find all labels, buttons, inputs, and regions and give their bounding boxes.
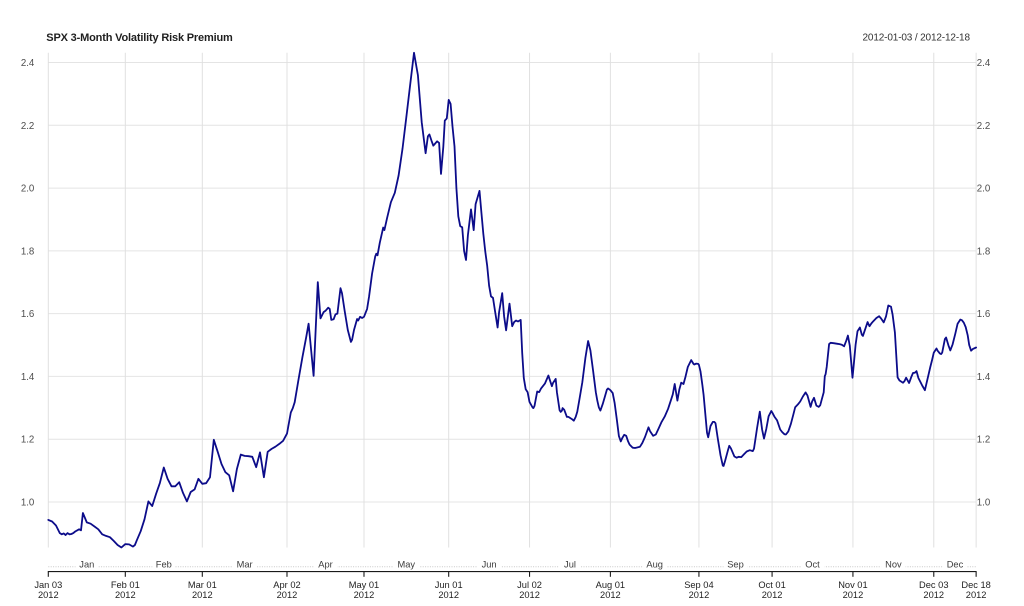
svg-text:Sep: Sep (727, 560, 744, 570)
svg-text:Jun: Jun (482, 560, 497, 570)
svg-text:2012: 2012 (966, 590, 987, 600)
svg-text:Jan 03: Jan 03 (34, 580, 62, 590)
svg-text:Sep 04: Sep 04 (684, 580, 713, 590)
svg-text:1.4: 1.4 (21, 372, 35, 383)
svg-text:Nov: Nov (885, 560, 902, 570)
svg-text:Jan: Jan (79, 560, 94, 570)
svg-text:2.0: 2.0 (21, 184, 35, 195)
svg-text:2012: 2012 (519, 590, 540, 600)
svg-text:2012: 2012 (843, 590, 864, 600)
svg-text:2012: 2012 (600, 590, 621, 600)
svg-text:Jun 01: Jun 01 (435, 580, 463, 590)
svg-text:2012: 2012 (438, 590, 459, 600)
svg-text:1.8: 1.8 (977, 246, 990, 257)
svg-text:1.2: 1.2 (21, 435, 34, 446)
svg-text:Feb: Feb (156, 560, 172, 570)
svg-text:Dec 03: Dec 03 (919, 580, 948, 590)
svg-text:2.2: 2.2 (21, 121, 34, 132)
svg-text:2012: 2012 (689, 590, 710, 600)
svg-text:2012: 2012 (923, 590, 944, 600)
svg-text:2.4: 2.4 (977, 58, 991, 69)
svg-text:Dec: Dec (947, 560, 964, 570)
svg-text:SPX 3-Month Volatility Risk Pr: SPX 3-Month Volatility Risk Premium (46, 32, 233, 44)
svg-text:Feb 01: Feb 01 (111, 580, 140, 590)
svg-text:2012-01-03 / 2012-12-18: 2012-01-03 / 2012-12-18 (863, 32, 971, 43)
svg-text:2012: 2012 (115, 590, 136, 600)
svg-text:Oct: Oct (805, 560, 820, 570)
svg-text:1.6: 1.6 (21, 309, 34, 320)
svg-text:2012: 2012 (38, 590, 59, 600)
svg-text:2.4: 2.4 (21, 58, 35, 69)
svg-text:1.4: 1.4 (977, 372, 991, 383)
svg-text:Mar 01: Mar 01 (188, 580, 217, 590)
svg-text:2012: 2012 (277, 590, 298, 600)
svg-text:May: May (398, 560, 416, 570)
svg-text:Mar: Mar (237, 560, 253, 570)
svg-text:Jul: Jul (564, 560, 576, 570)
svg-text:Oct 01: Oct 01 (758, 580, 785, 590)
svg-text:1.2: 1.2 (977, 435, 990, 446)
svg-text:May 01: May 01 (349, 580, 380, 590)
svg-text:Aug 01: Aug 01 (596, 580, 625, 590)
svg-text:2.2: 2.2 (977, 121, 990, 132)
svg-text:2.0: 2.0 (977, 184, 991, 195)
svg-text:2012: 2012 (354, 590, 375, 600)
svg-text:1.6: 1.6 (977, 309, 990, 320)
svg-text:Nov 01: Nov 01 (838, 580, 867, 590)
svg-text:2012: 2012 (192, 590, 213, 600)
svg-text:Aug: Aug (646, 560, 663, 570)
svg-text:Jul 02: Jul 02 (517, 580, 542, 590)
svg-text:2012: 2012 (762, 590, 783, 600)
svg-text:1.0: 1.0 (21, 498, 35, 509)
svg-text:1.8: 1.8 (21, 246, 34, 257)
svg-text:Apr: Apr (318, 560, 332, 570)
svg-text:Dec 18: Dec 18 (961, 580, 990, 590)
svg-text:1.0: 1.0 (977, 498, 991, 509)
svg-text:Apr 02: Apr 02 (273, 580, 300, 590)
